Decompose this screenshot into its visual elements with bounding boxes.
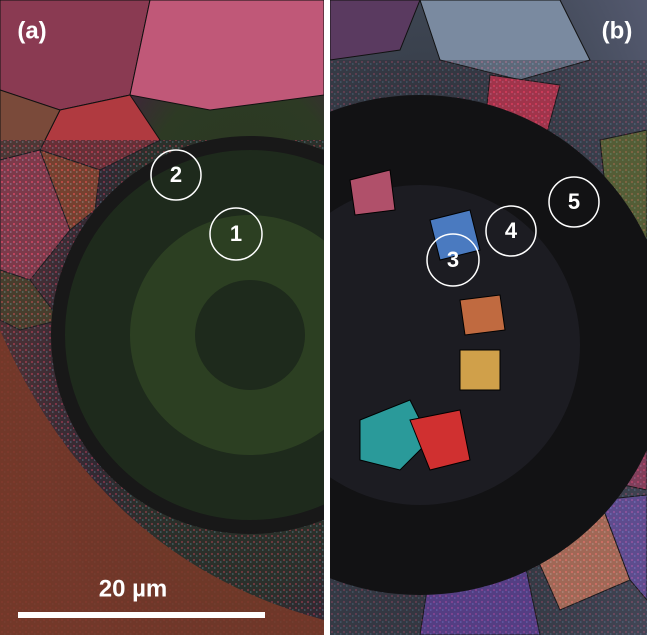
marker-label: 5 (568, 189, 580, 214)
figure: (a) (b) 1 2 3 4 5 20 µm (0, 0, 647, 635)
scale-bar (18, 612, 265, 618)
marker-label: 2 (170, 162, 182, 187)
marker-label: 1 (230, 221, 242, 246)
panel-gap (324, 0, 330, 635)
marker-label: 3 (447, 247, 459, 272)
scale-bar-label: 20 µm (99, 575, 168, 602)
panel-label: (a) (17, 17, 46, 44)
marker-label: 4 (505, 218, 518, 243)
panel-label: (b) (602, 17, 633, 44)
